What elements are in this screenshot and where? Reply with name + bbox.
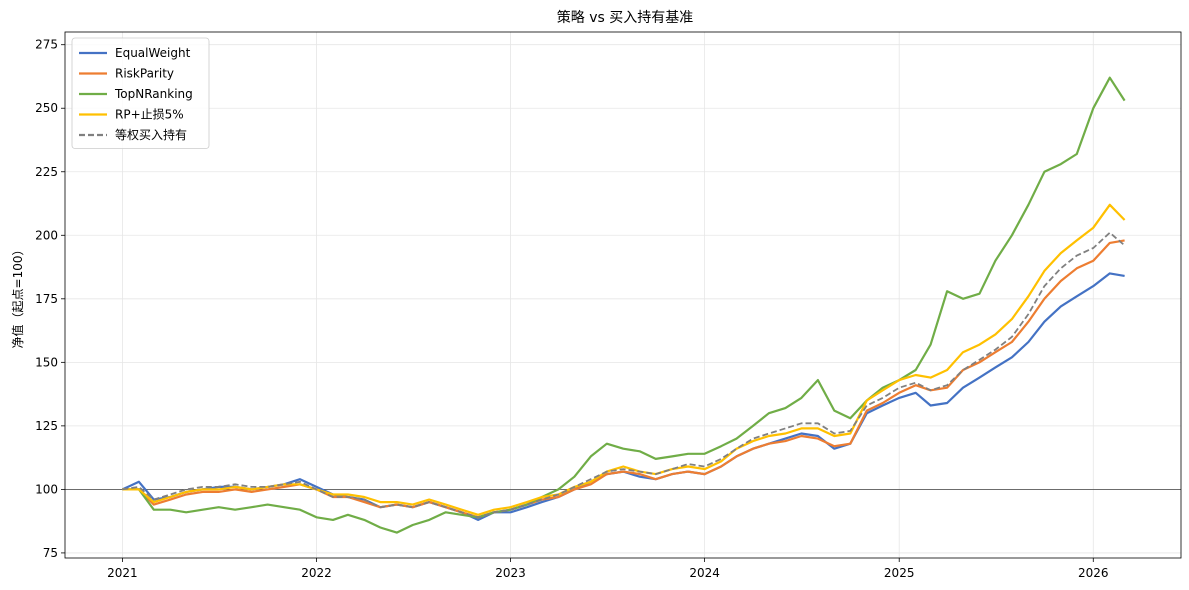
y-tick-label: 125	[35, 419, 58, 433]
legend-box	[71, 37, 210, 149]
y-tick-label: 250	[35, 101, 58, 115]
grid-layer	[65, 32, 1181, 558]
y-tick-label: 100	[35, 482, 58, 496]
legend-label-0: EqualWeight	[115, 46, 191, 60]
plot-frame	[64, 31, 1182, 559]
x-tick-label: 2021	[107, 566, 138, 580]
series-line-4	[122, 231, 1126, 519]
x-tick-label: 2023	[495, 566, 526, 580]
x-tick-label: 2025	[884, 566, 915, 580]
y-tick-label: 275	[35, 38, 58, 52]
y-tick-label: 225	[35, 165, 58, 179]
x-tick-label: 2022	[301, 566, 332, 580]
y-tick-label: 75	[43, 546, 58, 560]
y-tick-label: 175	[35, 292, 58, 306]
legend: EqualWeight RiskParity TopNRanking RP+止损5% 等…	[71, 37, 210, 149]
legend-label-2: TopNRanking	[114, 87, 193, 101]
tick-layer: 75 100 125 150 175 200 225 250 275 2021 2022 2023 20…	[35, 38, 1108, 580]
y-axis-label: 净值（起点=100）	[10, 244, 25, 349]
legend-label-3: RP+止损5%	[115, 108, 184, 122]
series-line-2	[122, 76, 1126, 534]
y-tick-label: 150	[35, 355, 58, 369]
legend-label-1: RiskParity	[115, 67, 174, 81]
x-tick-label: 2026	[1078, 566, 1109, 580]
x-tick-label: 2024	[689, 566, 720, 580]
y-tick-label: 200	[35, 228, 58, 242]
chart-title: 策略 vs 买入持有基准	[557, 9, 693, 26]
legend-label-4: 等权买入持有	[115, 127, 187, 142]
series-layer	[121, 76, 1126, 534]
